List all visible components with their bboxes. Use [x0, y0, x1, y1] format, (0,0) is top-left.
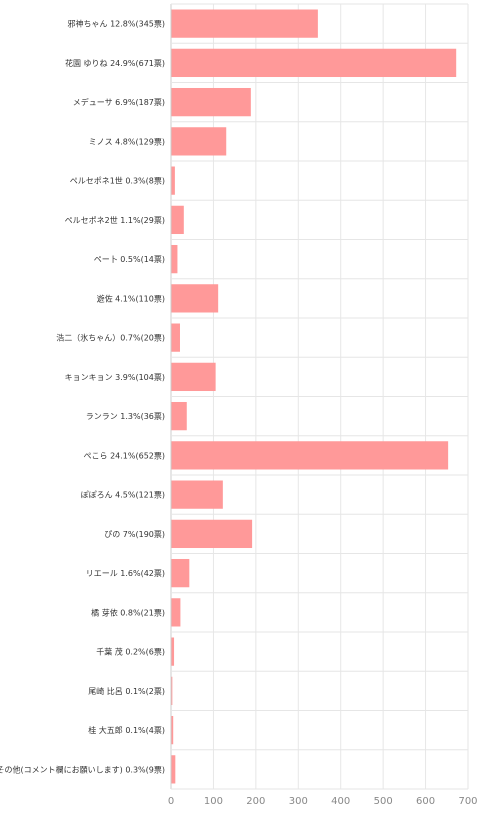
bar	[171, 676, 173, 706]
bar	[171, 87, 251, 117]
category-label: ランラン 1.3%(36票)	[86, 412, 165, 421]
bar	[171, 519, 253, 549]
bar	[171, 205, 184, 235]
category-label: 邪神ちゃん 12.8%(345票)	[68, 19, 165, 29]
grid-lines	[170, 3, 469, 790]
category-label: 桂 大五郎 0.1%(4票)	[88, 725, 165, 735]
category-label: ペー卜 0.5%(14票)	[94, 255, 165, 264]
bar	[171, 323, 180, 352]
bar	[171, 715, 174, 745]
x-tick-label: 700	[458, 796, 477, 807]
category-label: 遊佐 4.1%(110票)	[97, 293, 165, 303]
category-label: リエール 1.6%(42票)	[86, 569, 165, 578]
category-label: メデューサ 6.9%(187票)	[73, 97, 165, 107]
x-tick-label: 600	[416, 796, 435, 807]
category-labels: 邪神ちゃん 12.8%(345票) 花園 ゆりね 24.9%(671票) メデューサ…	[0, 19, 165, 775]
bar	[171, 48, 457, 78]
bar	[171, 755, 176, 784]
category-label: ペルセポネ2世 1.1%(29票)	[65, 215, 165, 225]
bar	[171, 9, 318, 38]
x-tick-label: 200	[246, 796, 265, 807]
bar	[171, 166, 175, 195]
bar	[171, 284, 219, 313]
x-tick-labels: 0 100 200 300 400 500 600 700	[168, 796, 478, 807]
category-label: 花園 ゆりね 24.9%(671票)	[65, 58, 165, 68]
category-label: ペルセポネ1世 0.3%(8票)	[70, 176, 165, 186]
x-tick-label: 400	[331, 796, 350, 807]
category-label: キョンキョン 3.9%(104票)	[65, 373, 165, 382]
bar	[171, 244, 178, 274]
x-tick-label: 0	[168, 796, 174, 807]
bar	[171, 480, 223, 509]
category-label: ぺこら 24.1%(652票)	[84, 451, 165, 460]
category-label: ぽぽろん 4.5%(121票)	[81, 491, 165, 500]
x-tick-label: 500	[374, 796, 393, 807]
bars	[171, 9, 457, 784]
category-label: 尾崎 比呂 0.1%(2票)	[88, 686, 165, 696]
bar	[171, 401, 187, 431]
bar	[171, 127, 227, 156]
bar	[171, 441, 449, 470]
category-label: ぴの 7%(190票)	[104, 530, 165, 539]
bar	[171, 558, 190, 588]
x-tick-label: 100	[204, 796, 223, 807]
category-label: 千葉 茂 0.2%(6票)	[96, 647, 165, 657]
category-label: 浩二（氷ちゃん）0.7%(20票)	[56, 333, 165, 343]
bar	[171, 598, 181, 627]
category-label: その他(コメント欄にお願いします) 0.3%(9票)	[0, 764, 165, 774]
x-tick-label: 300	[289, 796, 308, 807]
category-label: ミノス 4.8%(129票)	[89, 137, 165, 146]
category-label: 橘 芽依 0.8%(21票)	[91, 607, 165, 617]
bar	[171, 637, 175, 666]
bar	[171, 362, 216, 392]
